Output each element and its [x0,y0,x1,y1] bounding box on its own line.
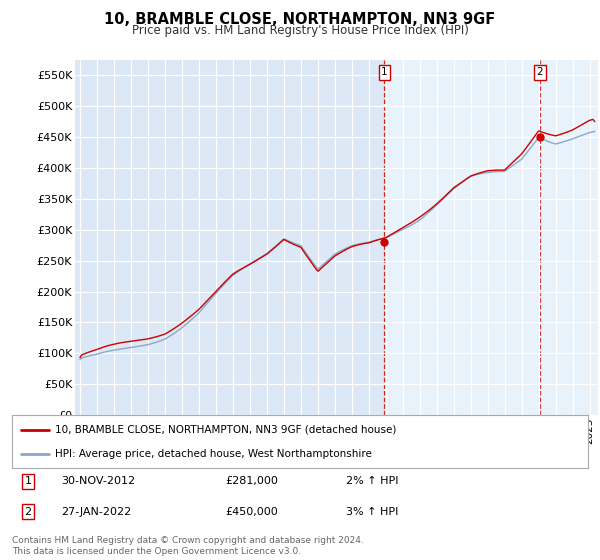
Text: 27-JAN-2022: 27-JAN-2022 [61,507,131,517]
Bar [385,60,598,415]
Text: £450,000: £450,000 [225,507,278,517]
Text: 30-NOV-2012: 30-NOV-2012 [61,476,135,486]
Text: 2: 2 [25,507,32,517]
Text: 2% ↑ HPI: 2% ↑ HPI [346,476,398,486]
Text: HPI: Average price, detached house, West Northamptonshire: HPI: Average price, detached house, West… [55,449,372,459]
Text: 1: 1 [25,476,32,486]
Text: £281,000: £281,000 [225,476,278,486]
Text: 1: 1 [381,67,388,77]
Text: 3% ↑ HPI: 3% ↑ HPI [346,507,398,517]
Text: 10, BRAMBLE CLOSE, NORTHAMPTON, NN3 9GF (detached house): 10, BRAMBLE CLOSE, NORTHAMPTON, NN3 9GF … [55,425,397,435]
Text: Price paid vs. HM Land Registry's House Price Index (HPI): Price paid vs. HM Land Registry's House … [131,24,469,37]
Text: Contains HM Land Registry data © Crown copyright and database right 2024.
This d: Contains HM Land Registry data © Crown c… [12,536,364,556]
Text: 2: 2 [536,67,543,77]
Text: 10, BRAMBLE CLOSE, NORTHAMPTON, NN3 9GF: 10, BRAMBLE CLOSE, NORTHAMPTON, NN3 9GF [104,12,496,27]
